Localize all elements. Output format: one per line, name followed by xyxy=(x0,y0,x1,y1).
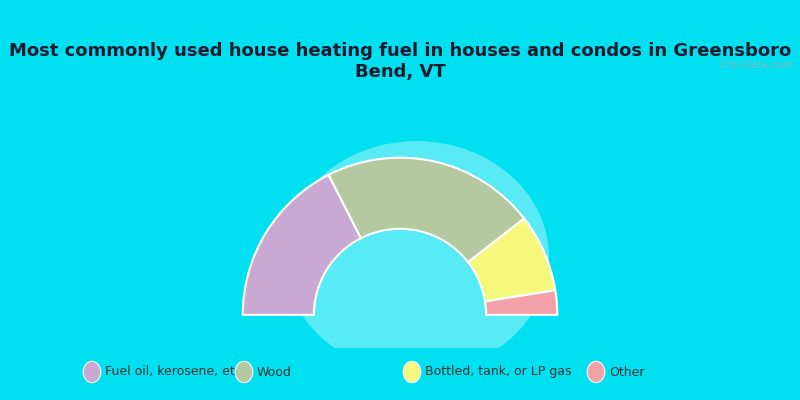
Ellipse shape xyxy=(403,361,421,383)
Text: Most commonly used house heating fuel in houses and condos in Greensboro
Bend, V: Most commonly used house heating fuel in… xyxy=(9,42,791,81)
Text: Wood: Wood xyxy=(257,366,292,378)
Text: Other: Other xyxy=(609,366,644,378)
Wedge shape xyxy=(329,158,524,262)
Wedge shape xyxy=(485,290,558,315)
Wedge shape xyxy=(242,175,361,315)
Text: City-Data.com: City-Data.com xyxy=(720,60,794,70)
Ellipse shape xyxy=(235,361,253,383)
Ellipse shape xyxy=(284,141,549,373)
Wedge shape xyxy=(468,218,555,302)
Text: Fuel oil, kerosene, etc.: Fuel oil, kerosene, etc. xyxy=(105,366,246,378)
Ellipse shape xyxy=(83,361,101,383)
Text: Bottled, tank, or LP gas: Bottled, tank, or LP gas xyxy=(425,366,571,378)
Ellipse shape xyxy=(587,361,605,383)
